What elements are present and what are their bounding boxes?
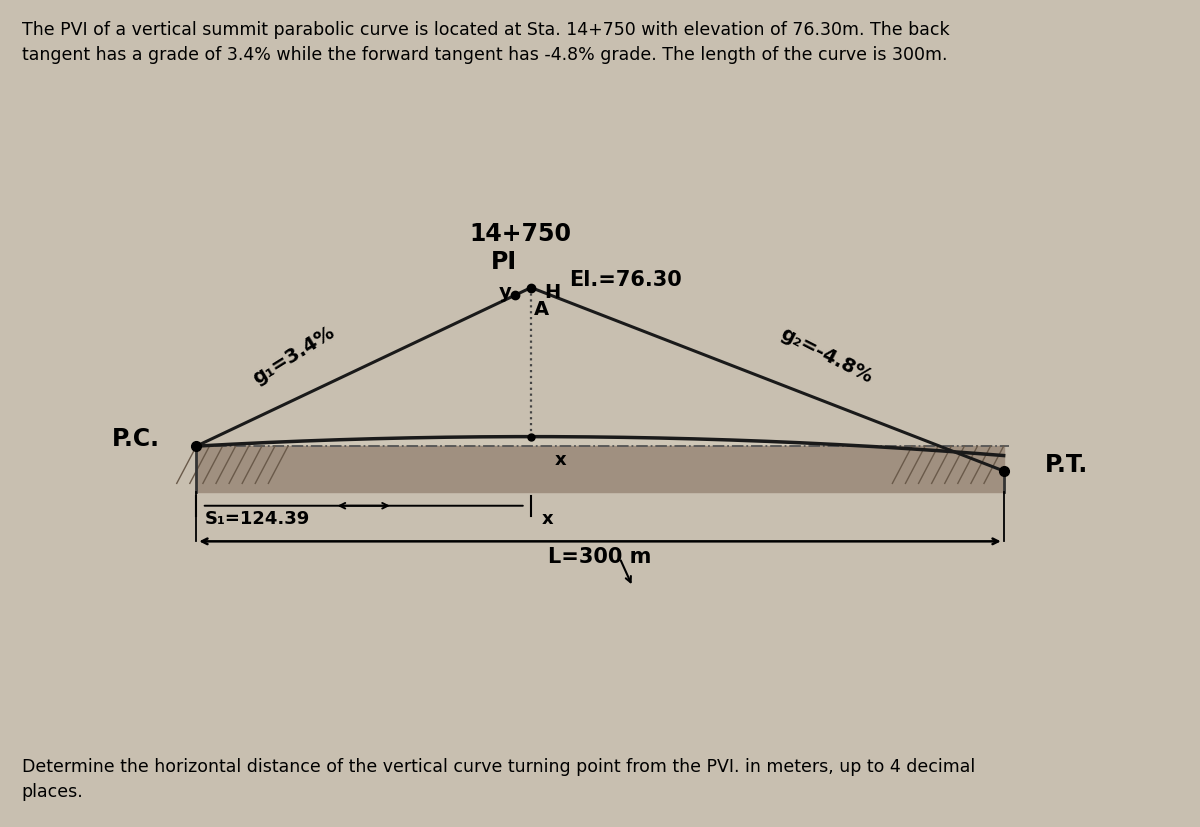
Text: P.T.: P.T. <box>1045 453 1088 476</box>
Text: x: x <box>556 451 566 469</box>
Text: L=300 m: L=300 m <box>548 547 652 566</box>
Text: El.=76.30: El.=76.30 <box>569 270 682 290</box>
Polygon shape <box>197 447 1003 492</box>
Text: H: H <box>544 283 560 302</box>
Text: x: x <box>542 509 553 528</box>
Text: g₂=-4.8%: g₂=-4.8% <box>776 323 876 386</box>
Text: A: A <box>534 300 550 319</box>
Text: The PVI of a vertical summit parabolic curve is located at Sta. 14+750 with elev: The PVI of a vertical summit parabolic c… <box>22 21 949 64</box>
Text: Determine the horizontal distance of the vertical curve turning point from the P: Determine the horizontal distance of the… <box>22 757 974 800</box>
Text: g₁=3.4%: g₁=3.4% <box>248 323 337 388</box>
Text: S₁=124.39: S₁=124.39 <box>205 509 311 528</box>
Text: 14+750: 14+750 <box>469 222 571 246</box>
Text: y: y <box>499 283 511 302</box>
Text: PI: PI <box>491 250 517 274</box>
Text: P.C.: P.C. <box>113 427 161 450</box>
Polygon shape <box>197 437 1003 471</box>
